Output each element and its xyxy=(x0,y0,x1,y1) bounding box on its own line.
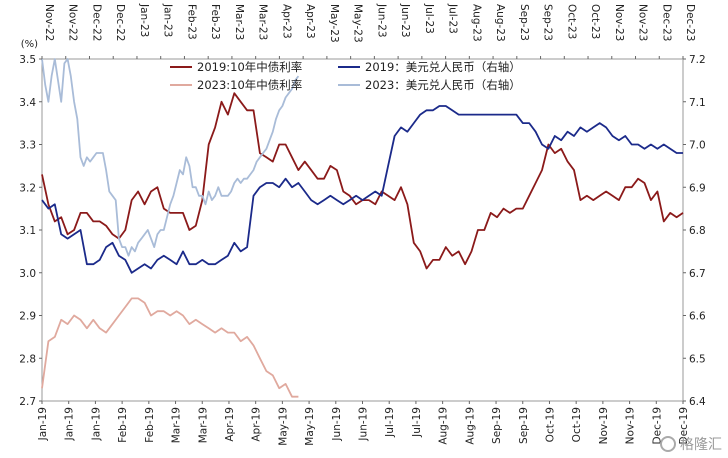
top-axis-tick-label: Feb-23 xyxy=(185,4,197,40)
top-axis-tick-label: May-23 xyxy=(352,4,364,43)
top-axis-tick-label: Jan-23 xyxy=(162,3,174,37)
top-axis-tick-label: Dec-22 xyxy=(114,4,126,41)
right-axis-tick-label: 7.2 xyxy=(689,54,706,66)
top-axis-tick-label: Nov-23 xyxy=(637,4,649,41)
bottom-axis-tick-label: Jun-19 xyxy=(358,407,370,442)
top-axis-tick-label: Apr-23 xyxy=(304,4,316,39)
right-axis-tick-label: 6.9 xyxy=(689,182,706,194)
right-axis-tick-label: 6.8 xyxy=(689,225,706,237)
top-axis-tick-label: Jul-23 xyxy=(423,3,435,34)
bottom-axis-tick-label: Jul-19 xyxy=(411,407,423,438)
top-axis-tick-label: Mar-23 xyxy=(257,4,269,40)
left-axis-tick-label: 3.1 xyxy=(19,225,36,237)
bottom-axis-tick-label: Jul-19 xyxy=(384,407,396,438)
top-axis-tick-label: Oct-23 xyxy=(565,4,577,39)
left-axis-tick-label: 3.0 xyxy=(19,268,36,280)
bottom-axis-tick-label: Mar-19 xyxy=(197,407,209,443)
top-axis-tick-label: Aug-23 xyxy=(494,4,506,42)
bottom-axis-tick-label: May-19 xyxy=(304,407,316,446)
axes-layer: 2.7 2.8 2.9 3.0 3.1 3.2 3.3 3.4 3.5 (%) 6.4 6.5 6.6 6… xyxy=(19,3,706,446)
left-axis-tick-label: 3.5 xyxy=(19,54,36,66)
legend-label: 2023：美元兑人民币（右轴） xyxy=(365,78,521,92)
top-axis-tick-label: Dec-23 xyxy=(684,4,696,41)
top-axis-tick-label: Sep-23 xyxy=(518,4,530,41)
left-axis-tick-label: 3.2 xyxy=(19,182,36,194)
bottom-axis-tick-label: Aug-19 xyxy=(438,407,450,445)
bottom-axis-tick-label: Feb-19 xyxy=(117,407,129,443)
series-line-4 xyxy=(41,58,300,257)
bottom-axis-tick-label: Jan-19 xyxy=(90,407,102,441)
top-axis-tick-label: Oct-23 xyxy=(589,4,601,39)
right-axis-tick-label: 6.5 xyxy=(689,353,706,365)
top-axis-tick-label: Nov-22 xyxy=(67,4,79,41)
series-layer xyxy=(41,58,684,398)
bottom-axis-tick-label: Nov-19 xyxy=(598,407,610,444)
watermark-logo-icon xyxy=(660,436,676,452)
top-axis-tick-label: Jan-23 xyxy=(138,3,150,37)
bottom-axis-tick-label: Feb-19 xyxy=(144,407,156,443)
top-axis-tick-label: Dec-23 xyxy=(660,4,672,41)
top-axis-tick-label: Jun-23 xyxy=(375,3,387,38)
right-axis-tick-label: 6.4 xyxy=(689,396,706,408)
right-axis-tick-label: 6.7 xyxy=(689,268,706,280)
left-axis-tick-label: 2.8 xyxy=(19,353,36,365)
right-axis-tick-label: 6.6 xyxy=(689,311,706,323)
legend: 2019:10年中债利率 2019：美元兑人民币（右轴） 2023:10年中债利率 2… xyxy=(170,60,521,92)
top-axis-tick-label: Dec-22 xyxy=(90,4,102,41)
left-axis-tick-label: 2.7 xyxy=(19,396,36,408)
bottom-axis-tick-label: Jun-19 xyxy=(331,407,343,442)
bottom-axis-tick-label: Dec-19 xyxy=(651,407,663,444)
left-axis-tick-label: 3.3 xyxy=(19,140,36,152)
top-axis-tick-label: May-23 xyxy=(328,4,340,43)
watermark: 格隆汇 xyxy=(660,434,722,454)
watermark-text: 格隆汇 xyxy=(680,437,722,453)
bottom-axis-tick-label: Aug-19 xyxy=(464,407,476,445)
top-axis-tick-label: Feb-23 xyxy=(209,4,221,40)
top-axis-tick-label: Sep-23 xyxy=(542,4,554,41)
bottom-axis-tick-label: Sep-19 xyxy=(491,407,503,444)
bottom-axis-tick-label: Jan-19 xyxy=(37,407,49,441)
bottom-axis-tick-label: Nov-19 xyxy=(625,407,637,444)
bottom-axis-tick-label: Oct-19 xyxy=(571,407,583,442)
right-axis-tick-label: 7.1 xyxy=(689,97,706,109)
left-axis-tick-label: 3.4 xyxy=(19,97,36,109)
bottom-axis-tick-label: Apr-19 xyxy=(224,407,236,442)
legend-label: 2023:10年中债利率 xyxy=(197,78,302,92)
left-axis-unit: (%) xyxy=(21,39,38,50)
top-axis-tick-label: Jun-23 xyxy=(399,3,411,38)
bottom-axis-tick-label: Apr-19 xyxy=(251,407,263,442)
bottom-axis-tick-label: Sep-19 xyxy=(518,407,530,444)
bottom-axis-tick-label: Oct-19 xyxy=(544,407,556,442)
top-axis-tick-label: Mar-23 xyxy=(233,4,245,40)
legend-label: 2019:10年中债利率 xyxy=(197,60,302,74)
right-axis-tick-label: 7.0 xyxy=(689,140,706,152)
top-axis-tick-label: Nov-22 xyxy=(43,4,55,41)
bottom-axis-tick-label: Dec-19 xyxy=(678,407,690,444)
left-axis-tick-label: 2.9 xyxy=(19,311,36,323)
bottom-axis-tick-label: Jan-19 xyxy=(64,407,76,441)
bottom-axis-tick-label: Mar-19 xyxy=(171,407,183,443)
series-line-3 xyxy=(41,105,683,274)
top-axis-tick-label: Jul-23 xyxy=(447,3,459,34)
top-axis-tick-label: Nov-23 xyxy=(613,4,625,41)
series-line-2 xyxy=(41,297,299,398)
top-axis-tick-label: Aug-23 xyxy=(470,4,482,42)
plot-area xyxy=(41,58,684,402)
legend-label: 2019：美元兑人民币（右轴） xyxy=(365,60,521,74)
bottom-axis-tick-label: May-19 xyxy=(277,407,289,446)
plot-border xyxy=(41,58,684,402)
top-axis-tick-label: Apr-23 xyxy=(280,4,292,39)
